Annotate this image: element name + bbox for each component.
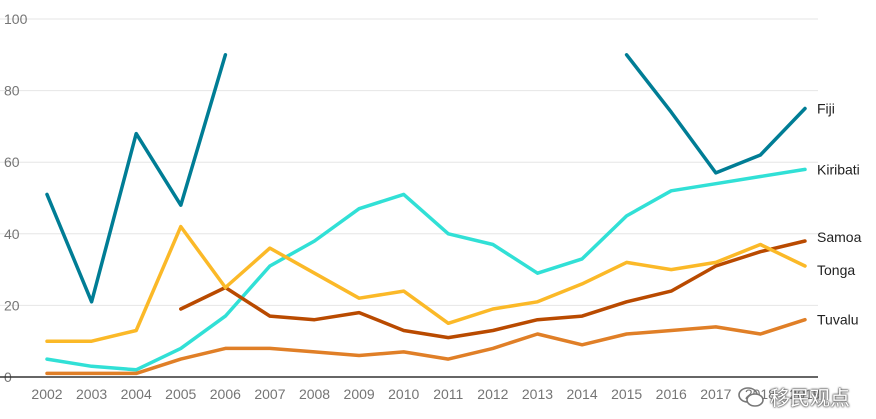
x-tick-label: 2010 (388, 386, 419, 402)
y-tick-label: 20 (4, 297, 20, 313)
x-tick-label: 2008 (299, 386, 330, 402)
grid-lines (0, 18, 818, 306)
x-tick-label: 2013 (522, 386, 553, 402)
series-line-tonga (45, 224, 807, 343)
series-label-kiribati: Kiribati (817, 161, 860, 177)
x-tick-label: 2002 (31, 386, 62, 402)
series-lines (45, 53, 807, 376)
x-tick-label: 2009 (344, 386, 375, 402)
series-labels: Fiji Kiribati Samoa Tonga Tuvalu (817, 101, 862, 328)
x-tick-label: 2019 (789, 386, 820, 402)
series-line-kiribati (45, 167, 807, 372)
x-tick-label: 2011 (433, 386, 463, 402)
series-line-samoa (179, 239, 807, 340)
x-tick-label: 2015 (611, 386, 642, 402)
series-label-tonga: Tonga (817, 262, 855, 278)
x-tick-label: 2003 (76, 386, 107, 402)
wechat-icon (738, 386, 764, 407)
x-tick-label: 2014 (566, 386, 597, 402)
y-tick-label: 80 (4, 83, 20, 99)
watermark-text: 移民观点 (770, 386, 850, 410)
x-tick-label: 2012 (477, 386, 508, 402)
x-tick-label: 2006 (210, 386, 241, 402)
x-tick-label: 2007 (254, 386, 285, 402)
x-tick-label: 2016 (656, 386, 687, 402)
series-label-samoa: Samoa (817, 229, 862, 245)
series-line-tuvalu (45, 317, 807, 376)
x-tick-label: 2005 (165, 386, 196, 402)
x-axis-ticks: 2002 2003 2004 2005 2006 2007 2008 2009 2010 2011… (31, 386, 820, 402)
y-tick-label: 60 (4, 154, 20, 170)
series-label-fiji: Fiji (817, 101, 835, 117)
series-label-tuvalu: Tuvalu (817, 312, 859, 328)
y-tick-label: 100 (4, 11, 28, 27)
y-tick-label: 40 (4, 226, 20, 242)
series-line-fiji (45, 53, 807, 304)
x-tick-label: 2004 (121, 386, 152, 402)
watermark: 移民观点 (738, 382, 850, 411)
x-tick-label: 2017 (700, 386, 731, 402)
